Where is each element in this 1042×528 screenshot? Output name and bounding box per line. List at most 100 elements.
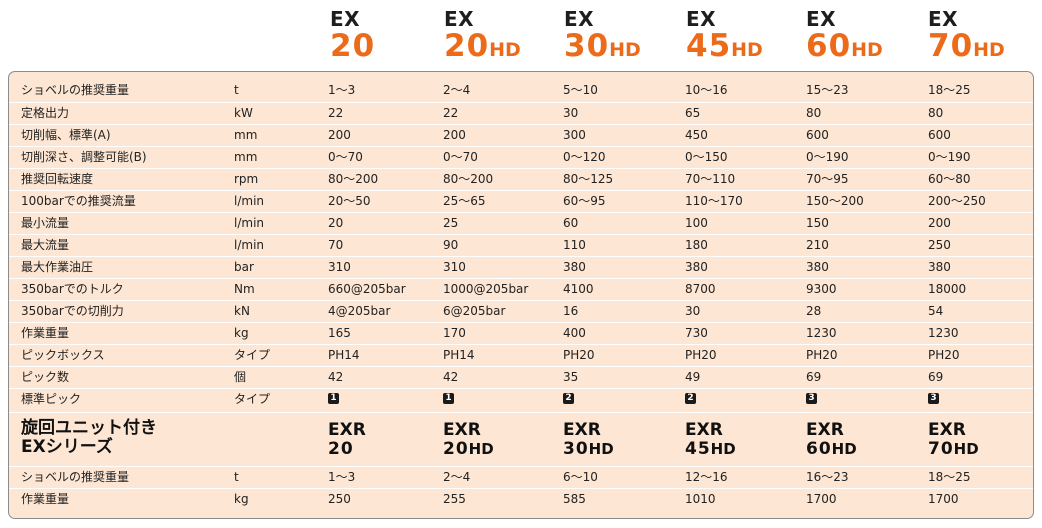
model-suffix: HD: [831, 440, 857, 458]
model-number: 30: [564, 28, 610, 64]
spec-value: 0〜70: [328, 150, 363, 164]
spec-unit: mm: [234, 128, 258, 142]
spec-value: 6@205bar: [443, 304, 506, 318]
model-heading-1: EX 20: [330, 8, 375, 66]
table-row: 標準ピック タイプ 1 1 2 2 3 3: [9, 388, 1033, 410]
spec-value: 380: [806, 260, 829, 274]
spec-value: 80〜125: [563, 172, 614, 186]
spec-value: 1000@205bar: [443, 282, 529, 296]
model-number: 45: [686, 28, 732, 64]
model-suffix: HD: [710, 440, 736, 458]
model-prefix: EXR: [443, 420, 481, 440]
spec-label: 350barでのトルク: [21, 282, 124, 296]
spec-label: 作業重量: [21, 326, 70, 340]
table-row: 350barでの切削力 kN 4@205bar 6@205bar 16 30 2…: [9, 300, 1033, 322]
spec-value: 90: [443, 238, 459, 252]
spec-value: 310: [443, 260, 466, 274]
spec-value: 255: [443, 492, 466, 506]
spec-value: 18〜25: [928, 83, 971, 97]
spec-value: 0〜190: [806, 150, 849, 164]
spec-value: 0〜70: [443, 150, 478, 164]
spec-value: 69: [928, 370, 944, 384]
table-row: 切削深さ、調整可能(B) mm 0〜70 0〜70 0〜120 0〜150 0〜…: [9, 146, 1033, 168]
spec-value: 165: [328, 326, 351, 340]
model-number: 60: [806, 28, 852, 64]
spec-value: 42: [328, 370, 344, 384]
spec-value: 1230: [928, 326, 959, 340]
table-row: 350barでのトルク Nm 660@205bar 1000@205bar 41…: [9, 278, 1033, 300]
model-heading-3: EX 30HD: [564, 8, 641, 66]
spec-label: 最小流量: [21, 216, 70, 230]
model-prefix: EX: [444, 7, 475, 31]
spec-unit: kW: [234, 106, 253, 120]
spec-value: 200: [928, 216, 951, 230]
exr-model-heading-4: EXR 45HD: [685, 421, 736, 459]
pick-type-badge: 3: [928, 393, 939, 404]
spec-value: 12〜16: [685, 470, 728, 484]
model-heading-4: EX 45HD: [686, 8, 763, 66]
spec-value: 20〜50: [328, 194, 371, 208]
spec-value: PH20: [928, 348, 960, 362]
spec-value: 60〜80: [928, 172, 971, 186]
spec-value: 60〜95: [563, 194, 606, 208]
spec-label: ピックボックス: [21, 348, 105, 362]
spec-value: 65: [685, 106, 701, 120]
model-number: 20: [444, 28, 490, 64]
table-row: ショベルの推奨重量 t 1〜3 2〜4 5〜10 10〜16 15〜23 18〜…: [9, 80, 1033, 102]
spec-label: 切削深さ、調整可能(B): [21, 150, 147, 164]
spec-label: 最大流量: [21, 238, 70, 252]
spec-value: 54: [928, 304, 944, 318]
spec-value: 80〜200: [443, 172, 494, 186]
spec-value: 49: [685, 370, 701, 384]
model-suffix: HD: [731, 39, 763, 61]
model-number: 20: [328, 439, 354, 459]
spec-value: PH14: [328, 348, 360, 362]
pick-type-badge: 2: [685, 393, 696, 404]
spec-value: 42: [443, 370, 459, 384]
spec-unit: t: [234, 470, 239, 484]
spec-value: 18000: [928, 282, 967, 296]
spec-value: 1700: [806, 492, 837, 506]
spec-label: 推奨回転速度: [21, 172, 94, 186]
spec-value: 100: [685, 216, 708, 230]
model-prefix: EXR: [328, 420, 366, 440]
table-row: ピックボックス タイプ PH14 PH14 PH20 PH20 PH20 PH2…: [9, 344, 1033, 366]
table-row: 最大流量 l/min 70 90 110 180 210 250: [9, 234, 1033, 256]
table-row: ショベルの推奨重量 t 1〜3 2〜4 6〜10 12〜16 16〜23 18〜…: [9, 466, 1033, 488]
spec-value: 70: [328, 238, 344, 252]
spec-value: 110: [563, 238, 586, 252]
spec-label: ショベルの推奨重量: [21, 470, 130, 484]
model-prefix: EX: [564, 7, 595, 31]
spec-value: 1230: [806, 326, 837, 340]
exr-model-heading-2: EXR 20HD: [443, 421, 494, 459]
spec-value: 6〜10: [563, 470, 598, 484]
model-suffix: HD: [588, 440, 614, 458]
spec-value: 200〜250: [928, 194, 986, 208]
spec-unit: rpm: [234, 172, 259, 186]
spec-unit: Nm: [234, 282, 255, 296]
model-suffix: HD: [953, 440, 979, 458]
spec-value: 60: [563, 216, 579, 230]
spec-unit: l/min: [234, 194, 265, 208]
table-row: 最小流量 l/min 20 25 60 100 150 200: [9, 212, 1033, 234]
spec-value: 70〜110: [685, 172, 736, 186]
spec-value: 0〜150: [685, 150, 728, 164]
spec-value: 660@205bar: [328, 282, 406, 296]
spec-value: 9300: [806, 282, 837, 296]
spec-value: 1010: [685, 492, 716, 506]
spec-value: 310: [328, 260, 351, 274]
spec-label: 最大作業油圧: [21, 260, 94, 274]
spec-label: 作業重量: [21, 492, 70, 506]
model-header: EX 20 EX 20HD EX 30HD EX 45HD EX 60HD EX…: [0, 0, 1042, 70]
table-row: 100barでの推奨流量 l/min 20〜50 25〜65 60〜95 110…: [9, 190, 1033, 212]
spec-value: 15〜23: [806, 83, 849, 97]
spec-value: 150: [806, 216, 829, 230]
spec-value: 380: [563, 260, 586, 274]
spec-table: ショベルの推奨重量 t 1〜3 2〜4 5〜10 10〜16 15〜23 18〜…: [8, 71, 1034, 519]
spec-value: 18〜25: [928, 470, 971, 484]
model-prefix: EX: [330, 7, 361, 31]
exr-model-heading-3: EXR 30HD: [563, 421, 614, 459]
spec-value: 380: [685, 260, 708, 274]
spec-value: 20: [328, 216, 344, 230]
spec-value: 35: [563, 370, 579, 384]
